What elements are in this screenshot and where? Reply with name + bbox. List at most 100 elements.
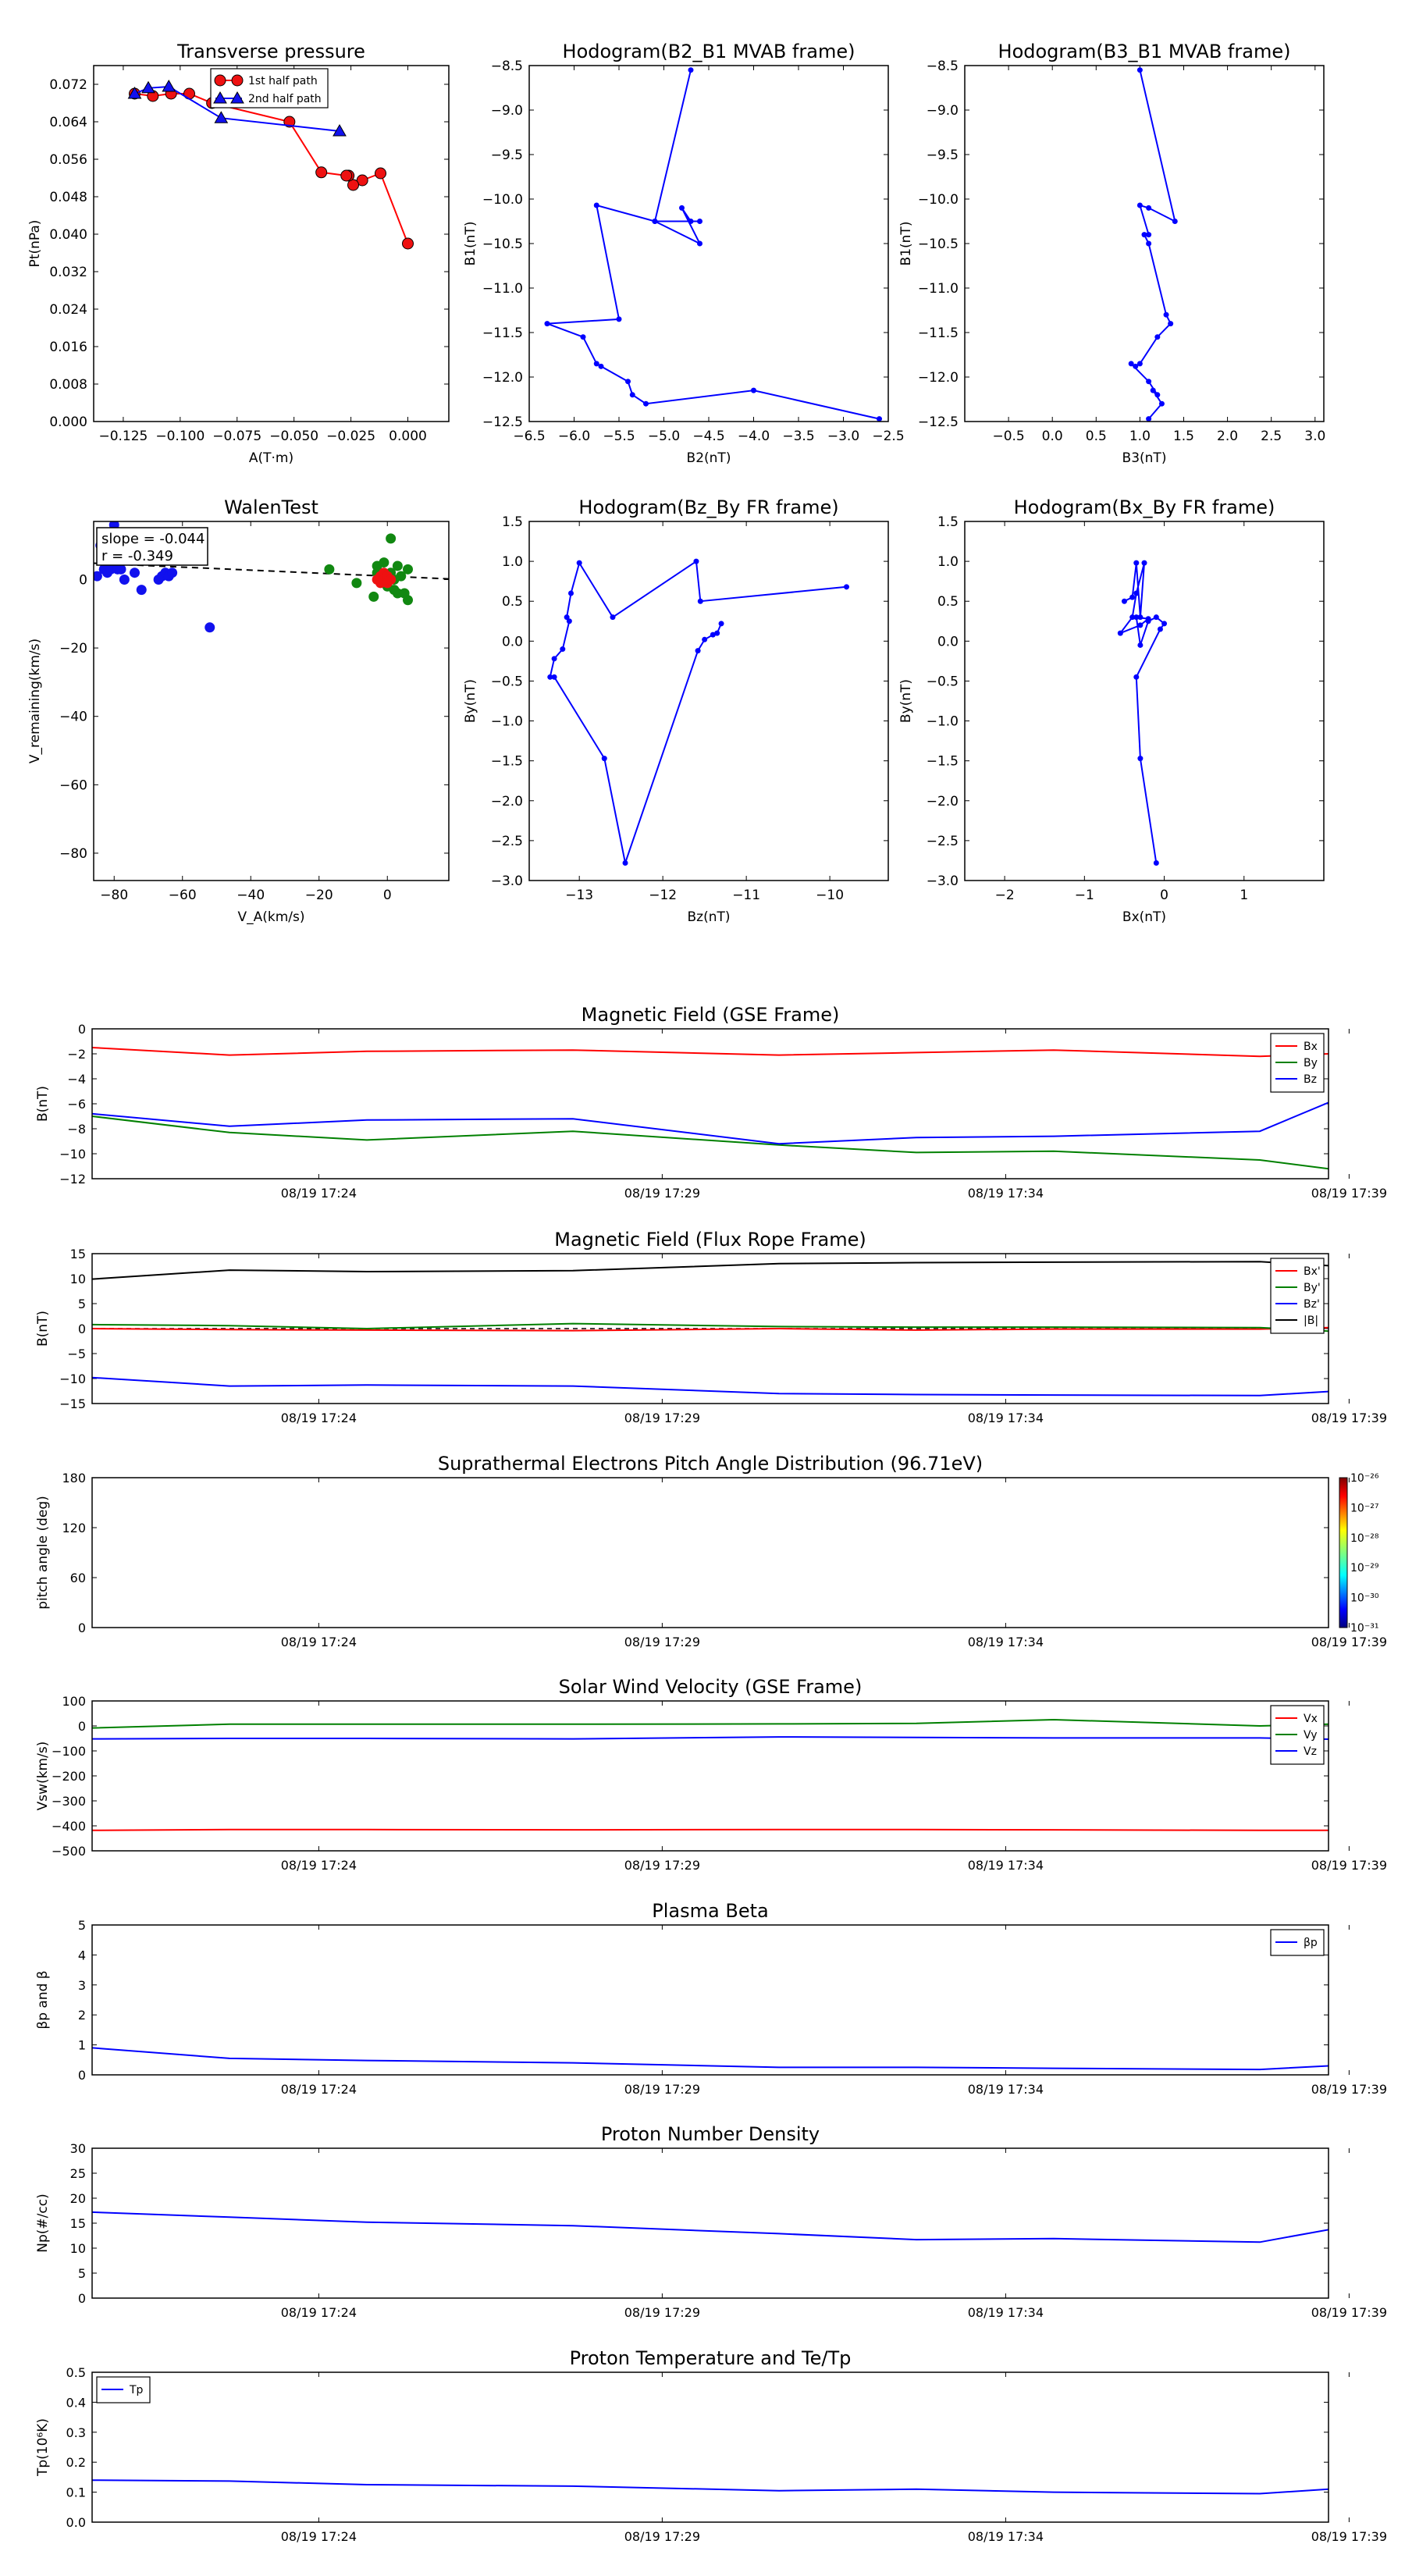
legend-label: Bz — [1304, 1073, 1317, 1086]
data-point — [1121, 598, 1127, 604]
y-tick-label: 0.048 — [49, 190, 87, 205]
y-axis-label: Tp(10⁶K) — [35, 2418, 51, 2477]
y-tick-label: 0 — [78, 1322, 86, 1336]
series-line-Vz — [92, 1736, 1329, 1740]
y-tick-label: 1 — [78, 2038, 86, 2053]
data-point — [340, 169, 353, 182]
data-point — [551, 656, 557, 662]
x-tick-label: 08/19 17:39 — [1311, 2529, 1387, 2544]
panel-beta: Plasma Beta 0 1 2 3 4 5 08/19 17:24 08/19 17:29 0… — [35, 1900, 1387, 2097]
x-tick-label: 1 — [1240, 888, 1248, 903]
y-tick-label: 0.0 — [937, 634, 959, 649]
data-point — [1146, 416, 1152, 422]
y-tick-label: 15 — [70, 1247, 86, 1261]
data-point — [315, 166, 328, 179]
plot-area — [544, 67, 882, 422]
data-point — [379, 557, 389, 568]
panel-title: Hodogram(B2_B1 MVAB frame) — [563, 41, 855, 62]
data-point — [94, 571, 102, 582]
data-point — [1133, 560, 1140, 566]
series-line-βp — [92, 2047, 1329, 2071]
data-point — [610, 614, 616, 621]
x-tick-label: 0.0 — [1042, 429, 1063, 444]
x-tick-label: 08/19 17:34 — [968, 1411, 1044, 1425]
data-point — [1153, 860, 1159, 866]
y-tick-label: 120 — [62, 1521, 86, 1535]
y-tick-label: −9.0 — [491, 103, 523, 119]
legend-marker — [230, 91, 244, 104]
data-point — [167, 568, 178, 578]
y-tick-label: −2.0 — [491, 794, 523, 809]
y-tick-label: 0.040 — [49, 227, 87, 243]
data-point — [616, 316, 622, 322]
y-tick-label: 100 — [62, 1694, 86, 1709]
y-tick-label: −5 — [67, 1347, 86, 1361]
y-tick-label: 0.0 — [66, 2515, 86, 2530]
data-point — [844, 584, 850, 590]
annotation-slope: slope = -0.044 — [101, 531, 205, 547]
x-tick-label: −0.100 — [155, 429, 205, 444]
data-point — [751, 387, 756, 393]
x-tick-label: 0 — [1160, 888, 1168, 903]
legend-box — [210, 68, 329, 109]
legend-label: 1st half path — [248, 75, 318, 87]
data-point — [396, 571, 407, 582]
legend-label: |B| — [1304, 1315, 1318, 1327]
y-tick-label: −1.5 — [491, 754, 523, 770]
y-tick-label: −12.5 — [918, 415, 959, 430]
x-axis-label: V_A(km/s) — [237, 909, 304, 925]
data-point — [1145, 618, 1151, 624]
plot-area — [92, 1718, 1329, 1831]
series-line-Tp — [92, 2479, 1329, 2495]
x-tick-label: 1.5 — [1173, 429, 1194, 444]
data-point — [1133, 363, 1139, 369]
data-point — [368, 591, 379, 602]
x-tick-label: 0.5 — [1086, 429, 1107, 444]
x-tick-label: −5.5 — [603, 429, 635, 444]
data-point — [679, 205, 685, 211]
x-tick-label: 08/19 17:39 — [1311, 1186, 1387, 1201]
x-tick-label: 08/19 17:39 — [1311, 1858, 1387, 1873]
data-point — [1172, 219, 1178, 224]
data-point — [386, 574, 397, 585]
y-axis-label: B1(nT) — [463, 222, 478, 266]
y-tick-label: −11.0 — [482, 281, 523, 297]
y-axis-label: By(nT) — [463, 679, 478, 723]
data-point — [566, 618, 572, 624]
data-point — [697, 598, 703, 604]
data-point — [718, 621, 724, 627]
legend-marker — [213, 91, 227, 104]
x-tick-label: −80 — [100, 888, 128, 903]
y-tick-label: −10 — [59, 1372, 86, 1386]
y-tick-label: 1.5 — [937, 514, 959, 530]
y-tick-label: −400 — [52, 1819, 86, 1834]
data-point — [1161, 621, 1168, 627]
data-point — [1136, 202, 1143, 208]
y-tick-label: 0 — [78, 1022, 86, 1037]
x-tick-label: 2.5 — [1261, 429, 1282, 444]
x-tick-label: −12 — [649, 888, 677, 903]
panel-mag_gse: Magnetic Field (GSE Frame) −12 −10 −8 −6 −4 −2… — [35, 1004, 1387, 1201]
y-axis-label: B(nT) — [35, 1311, 51, 1347]
data-point — [356, 174, 368, 187]
colorbar-label: 10⁻³¹ — [1350, 1622, 1378, 1635]
x-axis-label: A(T·m) — [249, 450, 293, 466]
y-tick-label: −12.0 — [918, 370, 959, 386]
x-tick-label: 08/19 17:24 — [281, 2082, 357, 2097]
data-point — [386, 533, 397, 544]
y-tick-label: 0.072 — [49, 77, 87, 93]
legend-label: Vy — [1304, 1729, 1318, 1742]
axes-frame — [91, 2147, 1329, 2299]
y-axis-label: Vsw(km/s) — [35, 1742, 51, 1811]
y-tick-label: 3 — [78, 1978, 86, 1993]
y-tick-label: −8.5 — [927, 59, 959, 74]
data-point — [162, 79, 176, 92]
x-tick-label: −0.025 — [326, 429, 375, 444]
data-point — [1154, 392, 1161, 398]
plot-area — [92, 1047, 1329, 1170]
series-line-Bz — [92, 1101, 1329, 1145]
y-axis-label: V_remaining(km/s) — [27, 639, 43, 763]
y-tick-label: −11.5 — [918, 326, 959, 341]
x-tick-label: 08/19 17:34 — [968, 1635, 1044, 1649]
plot-area — [92, 2047, 1329, 2071]
